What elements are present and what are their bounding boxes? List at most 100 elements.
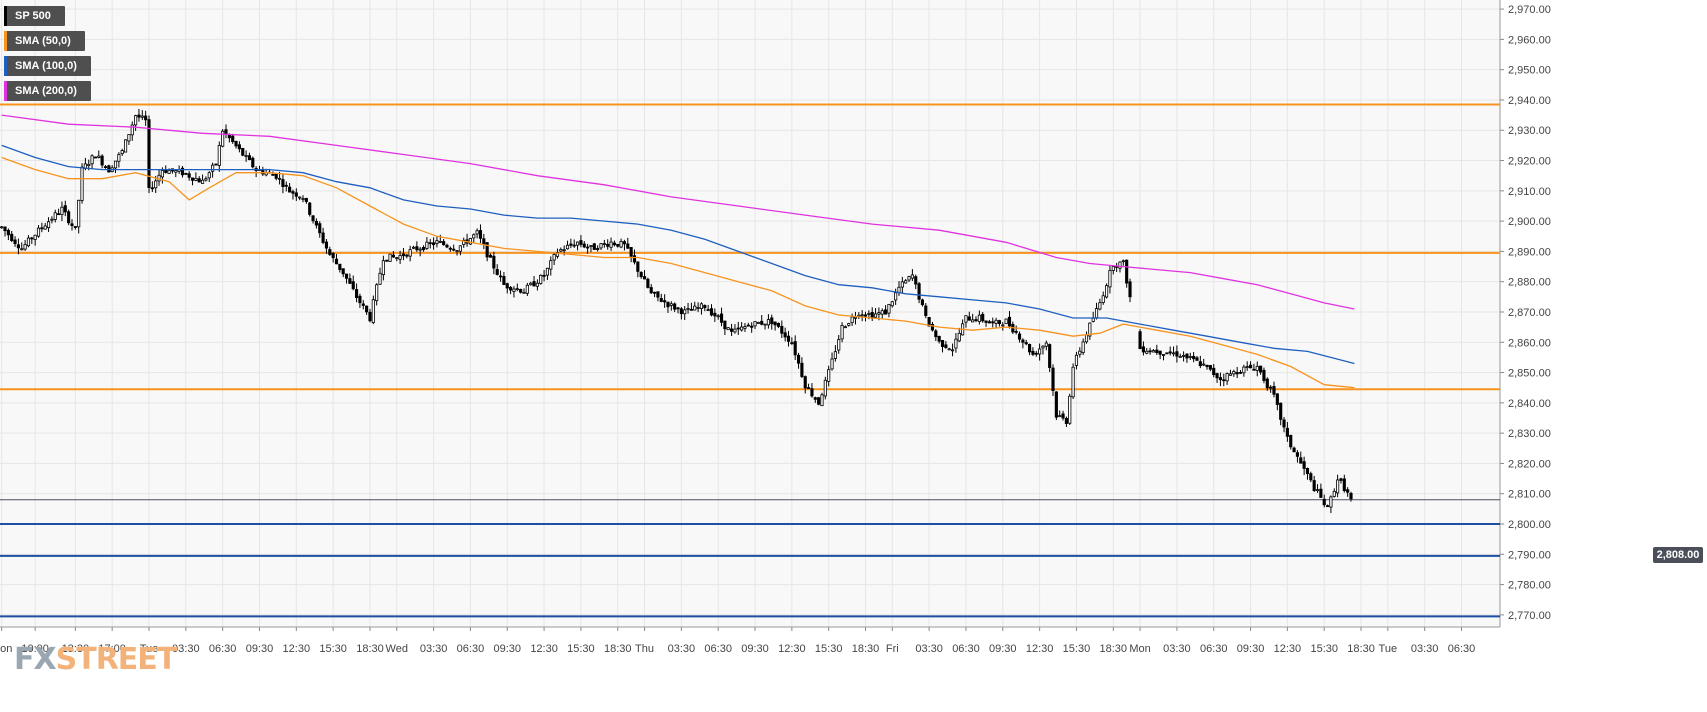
- candle-body: [344, 273, 349, 279]
- candle-body: [1248, 364, 1253, 369]
- x-tick-label: 18:30: [1100, 643, 1128, 655]
- x-tick-label: 15:30: [319, 643, 347, 655]
- candle-body: [1121, 260, 1125, 263]
- candle-body: [656, 291, 660, 298]
- candle-body: [308, 202, 312, 215]
- legend-item-sma100[interactable]: SMA (100,0): [4, 56, 91, 76]
- candle-body: [733, 328, 737, 333]
- candle-body: [1145, 350, 1149, 354]
- candle-body: [311, 215, 315, 222]
- legend-item-sma200[interactable]: SMA (200,0): [4, 81, 91, 101]
- candle-body: [1349, 492, 1353, 500]
- y-tick-label: 2,920.00: [1508, 156, 1551, 168]
- candle-body: [1195, 357, 1199, 361]
- candle-body: [991, 321, 995, 324]
- candle-body: [1205, 364, 1209, 368]
- candle-body: [448, 247, 452, 250]
- x-tick-label: 03:30: [172, 643, 200, 655]
- candle-body: [274, 173, 278, 179]
- candle-body: [569, 243, 573, 246]
- candle-body: [1038, 348, 1042, 355]
- candle-body: [549, 260, 553, 270]
- candle-body: [368, 311, 372, 322]
- candle-body: [1262, 369, 1266, 381]
- candle-body: [214, 163, 218, 166]
- candle-body: [971, 319, 975, 323]
- candle-body: [43, 225, 47, 230]
- y-tick-label: 2,860.00: [1508, 337, 1551, 349]
- candle-body: [873, 313, 878, 318]
- candle-body: [1218, 377, 1222, 381]
- legend-item-sma50[interactable]: SMA (50,0): [4, 31, 85, 51]
- candle-body: [967, 316, 971, 321]
- candle-body: [683, 309, 687, 315]
- candle-body: [1064, 417, 1068, 424]
- candle-body: [642, 276, 647, 280]
- candle-body: [351, 281, 355, 290]
- x-tick-label: 06:30: [1200, 643, 1228, 655]
- candle-body: [813, 397, 817, 400]
- candle-body: [40, 227, 44, 230]
- candle-body: [827, 369, 831, 382]
- current-price-badge: 2,808.00: [1653, 547, 1703, 563]
- candle-body: [1242, 366, 1246, 374]
- candle-body: [147, 119, 151, 188]
- candle-body: [314, 221, 318, 226]
- candle-body: [140, 115, 144, 118]
- candle-body: [539, 274, 543, 284]
- candle-body: [686, 307, 690, 310]
- candle-body: [837, 339, 841, 351]
- x-tick-label: 09:30: [1237, 643, 1265, 655]
- candle-body: [234, 141, 238, 147]
- candle-body: [1275, 393, 1279, 405]
- candle-body: [100, 155, 104, 166]
- candle-body: [746, 324, 750, 327]
- candle-body: [917, 283, 921, 300]
- candle-body: [328, 249, 332, 255]
- candle-body: [180, 167, 185, 176]
- candle-body: [699, 303, 704, 309]
- legend-swatch: [4, 6, 7, 26]
- candle-body: [174, 170, 178, 173]
- candle-body: [1168, 351, 1172, 354]
- candle-body: [602, 243, 606, 245]
- x-tick-label: 12:30: [778, 643, 806, 655]
- legend-swatch: [4, 81, 7, 101]
- candle-body: [495, 269, 499, 275]
- x-tick-label: Mon: [0, 643, 12, 655]
- candle-body: [622, 241, 627, 245]
- candle-body: [1339, 478, 1343, 481]
- legend-item-sp500[interactable]: SP 500: [4, 6, 65, 26]
- candle-body: [475, 230, 479, 235]
- x-tick-label: 06:30: [952, 643, 980, 655]
- candle-body: [1148, 350, 1152, 353]
- candle-body: [1014, 330, 1018, 333]
- candle-body: [428, 242, 432, 245]
- y-tick-label: 2,960.00: [1508, 34, 1551, 46]
- candle-body: [1255, 365, 1259, 371]
- candle-body: [1098, 302, 1102, 310]
- candle-body: [411, 246, 416, 249]
- candle-body: [786, 335, 791, 342]
- candle-body: [632, 255, 637, 263]
- candle-body: [582, 243, 586, 248]
- candle-body: [0, 226, 4, 229]
- candle-body: [485, 242, 489, 258]
- candle-body: [36, 227, 41, 237]
- candle-body: [1252, 368, 1256, 371]
- x-tick-label: 13:30: [62, 643, 90, 655]
- candle-body: [247, 155, 252, 161]
- candle-body: [1336, 479, 1340, 494]
- candle-body: [994, 319, 998, 324]
- candle-body: [1074, 354, 1079, 366]
- candle-body: [950, 349, 955, 352]
- candle-body: [1118, 261, 1122, 269]
- candle-body: [1034, 352, 1038, 355]
- candle-body: [515, 288, 519, 291]
- candle-body: [619, 241, 623, 248]
- candle-body: [575, 241, 580, 246]
- candle-body: [629, 247, 633, 257]
- candle-body: [211, 164, 215, 172]
